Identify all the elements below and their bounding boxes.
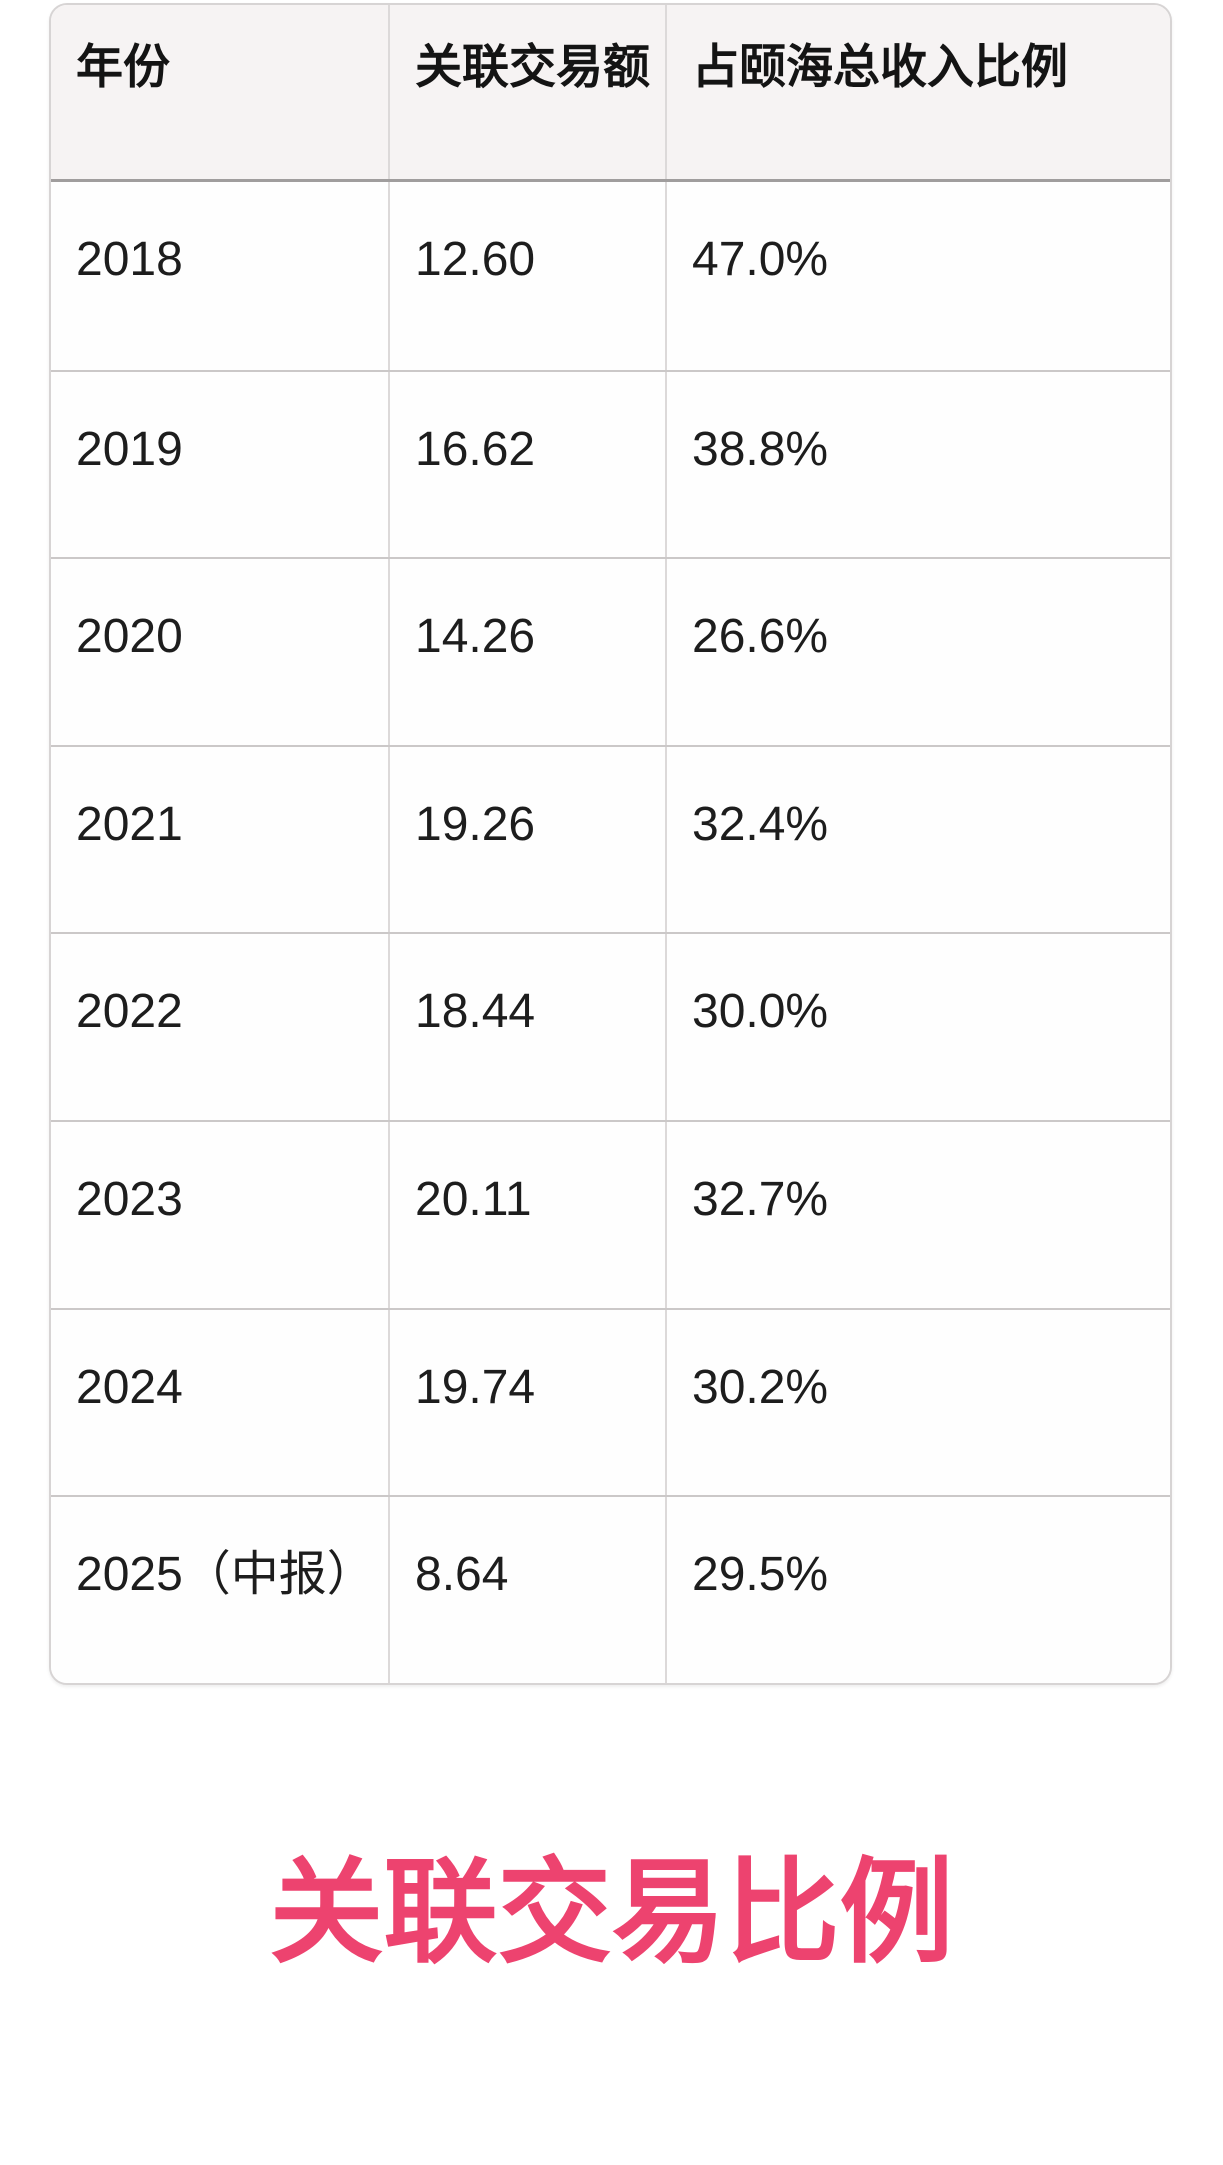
table-row: 2018 12.60 47.0% <box>51 182 1170 370</box>
table-row: 2019 16.62 38.8% <box>51 369 1170 558</box>
cell-amount: 12.60 <box>390 182 667 370</box>
header-cell-amount: 关联交易额 <box>390 5 667 179</box>
cell-year: 2019 <box>51 371 390 558</box>
cell-ratio: 30.0% <box>692 985 829 1039</box>
table-header-row: 年份 关联交易额 占颐海总收入比例 <box>51 5 1170 182</box>
related-transactions-table: 年份 关联交易额 占颐海总收入比例 2018 12.60 47.0% 2019 … <box>49 3 1172 1685</box>
cell-year: 2021 <box>51 746 390 933</box>
cell-ratio: 32.4% <box>692 797 829 851</box>
cell-ratio: 29.5% <box>692 1548 829 1602</box>
cell-amount: 16.62 <box>390 371 667 558</box>
cell-amount: 20.11 <box>390 1121 667 1308</box>
cell-amount: 19.74 <box>390 1309 667 1496</box>
cell-amount: 18.44 <box>390 934 667 1120</box>
table-row: 2023 20.11 32.7% <box>51 1119 1170 1308</box>
cell-year: 2025（中报） <box>51 1497 390 1683</box>
cell-year: 2023 <box>51 1121 390 1308</box>
cell-ratio: 32.7% <box>692 1172 829 1226</box>
page-title: 关联交易比例 <box>269 1850 954 1977</box>
cell-amount: 14.26 <box>390 559 667 745</box>
table-row: 2025（中报） 8.64 29.5% <box>51 1495 1170 1683</box>
table-row: 2022 18.44 30.0% <box>51 932 1170 1120</box>
table-row: 2021 19.26 32.4% <box>51 744 1170 933</box>
cell-amount: 19.26 <box>390 746 667 933</box>
cell-year: 2018 <box>51 182 390 370</box>
table-row: 2024 19.74 30.2% <box>51 1307 1170 1496</box>
table-row: 2020 14.26 26.6% <box>51 557 1170 745</box>
cell-ratio: 26.6% <box>692 610 829 664</box>
cell-year: 2024 <box>51 1309 390 1496</box>
cell-year: 2022 <box>51 934 390 1120</box>
cell-amount: 8.64 <box>390 1497 667 1683</box>
cell-ratio: 47.0% <box>692 233 829 286</box>
cell-year: 2020 <box>51 559 390 745</box>
header-cell-ratio: 占颐海总收入比例 <box>692 40 1068 93</box>
cell-ratio: 30.2% <box>692 1360 829 1414</box>
header-cell-year: 年份 <box>51 5 390 179</box>
cell-ratio: 38.8% <box>692 422 829 476</box>
